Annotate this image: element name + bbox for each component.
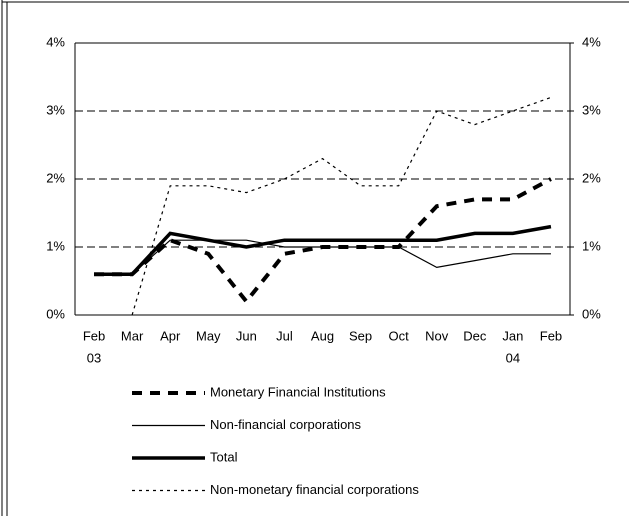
y2-tick-label: 0% [582, 306, 601, 321]
x-tick-label: Mar [121, 328, 144, 343]
y-tick-label: 0% [46, 306, 65, 321]
y-tick-label: 2% [46, 170, 65, 185]
series-line [131, 96, 552, 316]
x-tick-sublabel: 04 [506, 350, 520, 365]
legend-label: Monetary Financial Institutions [210, 384, 386, 399]
x-tick-label: Jul [276, 328, 293, 343]
y2-tick-label: 1% [582, 238, 601, 253]
x-tick-label: Feb [83, 328, 105, 343]
x-tick-label: Sep [349, 328, 372, 343]
y-tick-label: 3% [46, 102, 65, 117]
x-tick-label: Aug [311, 328, 334, 343]
x-tick-sublabel: 03 [87, 350, 101, 365]
y2-tick-label: 3% [582, 102, 601, 117]
y2-tick-label: 4% [582, 34, 601, 49]
x-tick-label: Dec [463, 328, 487, 343]
x-tick-label: May [196, 328, 221, 343]
y-tick-label: 4% [46, 34, 65, 49]
x-tick-label: Nov [425, 328, 449, 343]
x-tick-label: Jan [502, 328, 523, 343]
series-line [94, 224, 552, 276]
y-tick-label: 1% [46, 238, 65, 253]
series-line [94, 239, 551, 275]
x-tick-label: Feb [540, 328, 562, 343]
x-tick-label: Jun [236, 328, 257, 343]
legend-label: Non-monetary financial corporations [210, 482, 419, 497]
y2-tick-label: 2% [582, 170, 601, 185]
legend-label: Non-financial corporations [210, 417, 362, 432]
x-tick-label: Apr [160, 328, 181, 343]
legend-label: Total [210, 449, 238, 464]
x-tick-label: Oct [389, 328, 410, 343]
